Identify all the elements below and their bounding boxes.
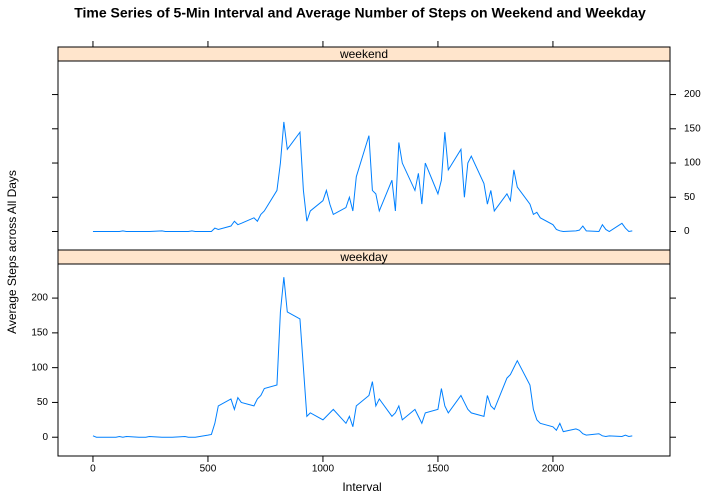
y-tick-label: 200	[684, 89, 701, 100]
x-axis-label: Interval	[342, 480, 381, 494]
strip-label: weekend	[339, 47, 388, 61]
y-tick-label: 50	[684, 192, 696, 203]
strip-label: weekday	[339, 250, 387, 264]
panel-frame	[57, 263, 671, 457]
y-tick-label: 0	[42, 432, 48, 443]
series-line	[92, 277, 633, 438]
panel-frame	[57, 60, 671, 251]
y-tick-label: 150	[684, 123, 701, 134]
y-axis-label: Average Steps across All Days	[5, 170, 19, 334]
y-tick-label: 100	[684, 158, 701, 169]
series-line	[92, 121, 633, 233]
y-tick-label: 50	[37, 397, 49, 408]
x-tick-label: 0	[90, 464, 96, 475]
y-tick-label: 100	[31, 362, 48, 373]
x-tick-label: 500	[200, 464, 217, 475]
x-tick-label: 1500	[427, 464, 450, 475]
x-tick-label: 2000	[542, 464, 565, 475]
x-tick-label: 1000	[312, 464, 335, 475]
y-tick-label: 150	[31, 328, 48, 339]
chart-title: Time Series of 5-Min Interval and Averag…	[74, 5, 646, 21]
y-tick-label: 200	[31, 293, 48, 304]
y-tick-label: 0	[684, 226, 690, 237]
